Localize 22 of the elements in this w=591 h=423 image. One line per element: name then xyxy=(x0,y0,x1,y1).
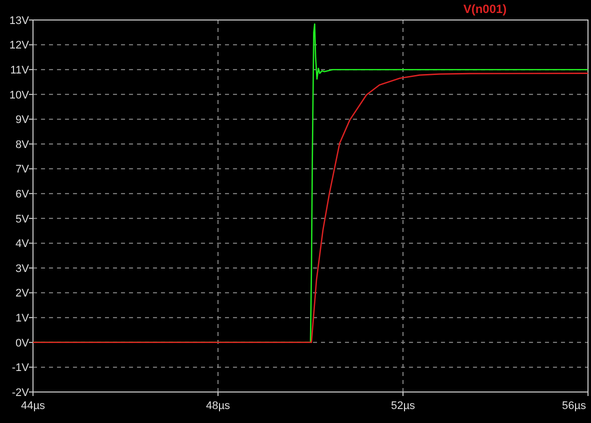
y-tick-label: -1V xyxy=(12,362,30,374)
y-tick-label: 7V xyxy=(16,164,30,176)
y-tick-label: 9V xyxy=(16,114,30,126)
line-series xyxy=(32,72,589,344)
y-tick-label: 12V xyxy=(9,40,30,52)
y-tick-label: 4V xyxy=(16,238,30,250)
y-tick-label: -2V xyxy=(12,386,30,399)
x-tick-label: 48µs xyxy=(206,400,231,412)
y-tick-label: 5V xyxy=(16,213,30,226)
y-tick-label: 1V xyxy=(16,312,30,324)
y-tick-label: 2V xyxy=(16,288,30,300)
y-tick-label: 0V xyxy=(16,337,30,350)
x-tick-label: 56µs xyxy=(562,400,587,412)
y-tick-label: 3V xyxy=(16,262,30,275)
y-tick-label: 8V xyxy=(16,138,30,151)
x-tick-label: 44µs xyxy=(20,400,46,412)
y-tick-label: 11V xyxy=(10,64,30,76)
text: V(n001) xyxy=(463,2,507,16)
y-tick-label: 10V xyxy=(9,89,30,102)
x-tick-label: 52µs xyxy=(390,400,416,412)
y-tick-label: 13V xyxy=(9,14,30,27)
y-tick-label: 6V xyxy=(16,188,30,200)
